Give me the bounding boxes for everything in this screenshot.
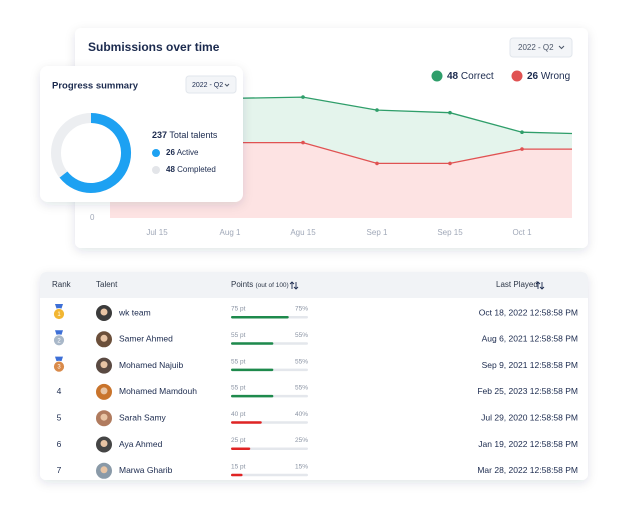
period-dropdown[interactable] [185, 75, 237, 94]
avatar-face [100, 387, 108, 395]
percent-label: 55% [295, 385, 308, 392]
progress-card: Progress summary 2022 - Q2 237 Total tal… [40, 66, 243, 202]
card [40, 66, 243, 202]
point [520, 147, 524, 151]
last-played: Oct 18, 2022 12:58:58 PM [479, 307, 578, 317]
points-track [231, 473, 308, 477]
percent-label: 25% [295, 437, 308, 444]
last-played: Sep 9, 2021 12:58:58 PM [482, 360, 578, 370]
y-tick-label: 0 [90, 213, 95, 222]
points-label: 25 pt [231, 437, 246, 444]
total: 237 Total talents [152, 130, 218, 140]
medal [53, 360, 65, 373]
rank: 7 [57, 465, 62, 475]
talent-name: Marwa Gharib [119, 465, 173, 475]
points-bar [231, 394, 274, 398]
active-dot [152, 149, 160, 157]
points-bar [231, 473, 243, 477]
rank: 1 [57, 312, 61, 318]
period-label[interactable]: 2022 - Q2 [518, 43, 554, 52]
x-tick-label: Sep 1 [367, 228, 388, 237]
avatar-face [100, 466, 108, 474]
rank: 2 [57, 338, 61, 344]
card [40, 272, 588, 480]
points-bar [231, 368, 274, 372]
talent-name: Samer Ahmed [119, 334, 173, 344]
completed-dot [152, 166, 160, 174]
points-bar [231, 421, 262, 424]
active: 26 Active [166, 148, 199, 157]
percent-label: 55% [295, 358, 308, 365]
last-played: Aug 6, 2021 12:58:58 PM [482, 334, 578, 344]
point [301, 95, 305, 99]
rank: 5 [57, 412, 62, 422]
medal [53, 334, 65, 347]
period-dropdown[interactable] [509, 37, 573, 58]
point [375, 161, 379, 166]
avatar-face [100, 361, 108, 369]
point [301, 140, 305, 145]
chevron [224, 83, 230, 87]
point [448, 161, 452, 166]
medal [53, 308, 65, 320]
header-points[interactable]: Points (out of 100) [231, 280, 289, 289]
completed: 48 Completed [166, 165, 216, 174]
points-bar [231, 342, 274, 345]
point [448, 110, 452, 115]
talent-name: Mohamed Mamdouh [119, 386, 197, 396]
last-played: Jan 19, 2022 12:58:58 PM [478, 439, 578, 449]
donut-arc [59, 113, 132, 193]
talent-table: Rank Talent Points (out of 100) Last Pla… [40, 272, 588, 480]
percent-label: 75% [295, 306, 308, 313]
table-header [40, 272, 588, 298]
x-tick-label: Oct 1 [512, 228, 532, 237]
talent-name: wk team [118, 307, 151, 317]
points-label: 55 pt [231, 385, 246, 392]
last-played: Mar 28, 2022 12:58:58 PM [477, 465, 578, 475]
points-track [231, 447, 308, 450]
x-tick-label: Aug 1 [220, 228, 241, 237]
x-tick-label: Jul 15 [146, 228, 168, 237]
points-label: 75 pt [231, 306, 246, 313]
legend-dot [511, 70, 523, 82]
x-tick-label: Sep 15 [437, 228, 463, 237]
points-label: 40 pt [231, 411, 246, 418]
talent-name: Mohamed Najuib [119, 360, 184, 370]
last-played: Feb 25, 2023 12:58:58 PM [477, 386, 578, 396]
point [520, 130, 524, 134]
points-bar [231, 316, 289, 319]
card-title: Submissions over time [88, 40, 220, 54]
avatar-face [100, 334, 108, 342]
points-bar [231, 447, 251, 450]
header-talent: Talent [96, 280, 118, 289]
percent-label: 55% [295, 332, 308, 339]
avatar-face [100, 413, 108, 421]
last-played: Jul 29, 2020 12:58:58 PM [481, 412, 578, 422]
talent-name: Sarah Samy [119, 412, 167, 422]
point [375, 108, 379, 112]
talent-name: Aya Ahmed [119, 439, 163, 449]
legend-entry: 26 Wrong [527, 71, 570, 82]
header-last-played: Last Played [496, 280, 538, 289]
points-label: 55 pt [231, 332, 246, 339]
avatar-face [100, 440, 108, 447]
header-rank: Rank [52, 280, 72, 289]
avatar-face [100, 308, 108, 316]
period-label[interactable]: 2022 - Q2 [192, 82, 223, 89]
card-title: Progress summary [52, 81, 139, 92]
sort-icon[interactable] [535, 281, 545, 290]
legend-dot [431, 70, 443, 82]
x-tick-label: Agu 15 [290, 228, 316, 237]
percent-label: 15% [295, 464, 308, 471]
points-label: 15 pt [231, 464, 246, 471]
rank: 4 [57, 386, 62, 396]
rank: 6 [57, 439, 62, 449]
legend-entry: 48 Correct [447, 71, 494, 82]
percent-label: 40% [295, 411, 308, 418]
chevron [558, 45, 565, 50]
sort-icon[interactable] [289, 281, 299, 290]
points-label: 55 pt [231, 358, 246, 365]
rank: 3 [57, 365, 61, 371]
